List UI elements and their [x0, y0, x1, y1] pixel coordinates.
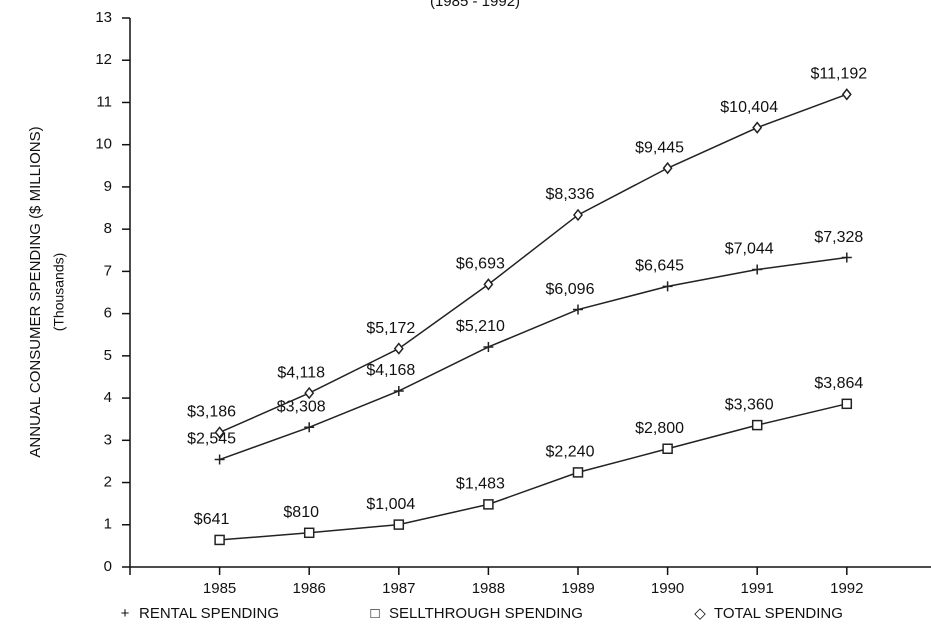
data-label: $4,168: [366, 362, 415, 379]
data-label: $5,210: [456, 318, 505, 335]
data-label: $10,404: [720, 99, 778, 116]
legend-marker: +: [121, 605, 130, 622]
marker: [662, 161, 673, 175]
marker: [662, 281, 673, 292]
data-label: $2,240: [546, 444, 595, 461]
legend-marker: ◇: [694, 605, 706, 622]
y-tick-label: 11: [96, 93, 112, 110]
legend-label: SELLTHROUGH SPENDING: [389, 605, 583, 622]
marker: [304, 422, 315, 433]
x-tick-label: 1985: [203, 580, 236, 597]
series-line: [219, 256, 847, 461]
data-label: $8,336: [546, 186, 595, 203]
x-tick-label: 1986: [293, 580, 326, 597]
x-tick-label: 1991: [741, 580, 774, 597]
legend-label: TOTAL SPENDING: [714, 605, 843, 622]
data-label: $2,545: [187, 431, 236, 448]
y-tick-label: 7: [104, 262, 112, 279]
series-line: [219, 403, 847, 541]
marker: [483, 341, 494, 352]
y-tick-label: 10: [95, 136, 112, 153]
data-label: $6,645: [635, 258, 684, 275]
marker: [214, 454, 225, 465]
marker: [303, 527, 315, 539]
data-label: $2,800: [635, 420, 684, 437]
y-tick-label: 8: [104, 220, 112, 237]
marker: [393, 342, 404, 355]
y-tick-label: 9: [104, 178, 112, 195]
data-label: $7,044: [725, 241, 774, 258]
y-axis-label-2: (Thousands): [51, 253, 67, 332]
marker: [573, 304, 583, 315]
marker: [572, 467, 584, 478]
data-label: $3,360: [725, 396, 774, 413]
data-label: $6,693: [456, 256, 505, 273]
marker: [752, 121, 763, 134]
marker: [304, 386, 315, 400]
marker: [214, 534, 225, 546]
data-label: $9,445: [635, 139, 684, 156]
x-tick-label: 1988: [472, 580, 505, 597]
x-tick-label: 1989: [561, 580, 594, 597]
data-label: $1,483: [456, 476, 505, 493]
data-label: $5,172: [366, 320, 415, 337]
marker: [751, 419, 763, 431]
y-tick-label: 5: [104, 347, 112, 364]
y-tick-label: 4: [104, 389, 112, 406]
marker: [573, 208, 583, 222]
marker: [483, 278, 494, 291]
y-axis-label: ANNUAL CONSUMER SPENDING ($ MILLIONS): [27, 126, 44, 457]
marker: [841, 398, 853, 410]
data-label: $3,186: [187, 404, 236, 421]
data-label: $7,328: [814, 229, 863, 246]
data-label: $641: [194, 511, 230, 528]
y-tick-label: 6: [104, 305, 112, 322]
legend-label: RENTAL SPENDING: [139, 605, 279, 622]
marker: [393, 519, 405, 530]
y-tick-label: 1: [104, 516, 112, 533]
marker: [662, 443, 673, 455]
y-tick-label: 3: [104, 431, 112, 448]
x-tick-label: 1992: [830, 580, 863, 597]
data-label: $1,004: [366, 496, 415, 513]
data-label: $810: [283, 504, 319, 521]
marker: [483, 499, 494, 510]
data-label: $3,864: [814, 375, 863, 392]
x-tick-label: 1987: [382, 580, 415, 597]
x-tick-label: 1990: [651, 580, 684, 597]
y-tick-label: 0: [104, 558, 112, 575]
y-tick-label: 13: [95, 9, 112, 26]
marker: [393, 385, 404, 396]
data-label: $4,118: [277, 364, 325, 381]
chart-subtitle: (1985 - 1992): [430, 0, 520, 10]
y-tick-label: 12: [95, 51, 112, 68]
series-line: [219, 93, 848, 434]
marker: [841, 252, 852, 263]
data-label: $6,096: [546, 281, 595, 298]
marker: [214, 426, 225, 439]
marker: [752, 264, 763, 275]
marker: [841, 88, 852, 101]
data-label: $11,192: [810, 66, 867, 83]
data-label: $3,308: [277, 399, 326, 416]
y-tick-label: 2: [104, 474, 112, 491]
legend-marker: □: [370, 605, 379, 622]
